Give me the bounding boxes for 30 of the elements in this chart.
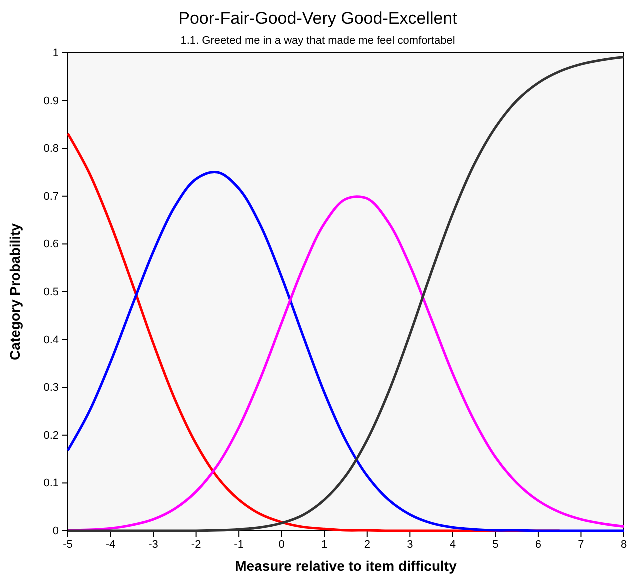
line-series xyxy=(66,56,626,532)
chart-title: Poor-Fair-Good-Very Good-Excellent xyxy=(178,9,458,28)
x-tick-label: 1 xyxy=(322,538,328,551)
y-tick-label: 0.9 xyxy=(44,95,59,108)
x-axis-title: Measure relative to item difficulty xyxy=(235,558,458,574)
y-tick-label: 1 xyxy=(52,48,59,60)
x-tick-label: 4 xyxy=(450,538,456,551)
y-tick-label: 0.3 xyxy=(44,382,59,394)
x-tick-label: 6 xyxy=(535,538,542,551)
x-tick-label: 5 xyxy=(492,538,499,551)
x-tick-label: -3 xyxy=(148,538,158,551)
y-tick-label: 0.5 xyxy=(44,286,59,299)
y-tick-label: 0.8 xyxy=(44,143,59,156)
y-tick-label: 0.2 xyxy=(44,430,59,442)
x-tick-label: 0 xyxy=(278,538,285,551)
x-tick-label: -5 xyxy=(63,538,73,551)
x-tick-label: 7 xyxy=(578,538,584,551)
x-tick-label: 8 xyxy=(620,538,628,551)
x-tick-label: 2 xyxy=(364,538,370,551)
x-tick-label: -2 xyxy=(191,538,202,551)
y-tick-label: 0 xyxy=(52,526,59,538)
chart-subtitle: 1.1. Greeted me in a way that made me feel comfortabel xyxy=(180,35,456,47)
y-tick-label: 0.7 xyxy=(44,190,59,203)
y-axis-title: Category Probability xyxy=(7,223,23,360)
y-tick-label: 0.4 xyxy=(44,334,59,346)
x-tick-label: 3 xyxy=(407,538,414,551)
x-tick-label: -1 xyxy=(234,538,244,551)
y-tick-label: 0.1 xyxy=(44,478,59,490)
x-tick-label: -4 xyxy=(106,538,116,551)
y-tick-label: 0.6 xyxy=(44,238,59,251)
